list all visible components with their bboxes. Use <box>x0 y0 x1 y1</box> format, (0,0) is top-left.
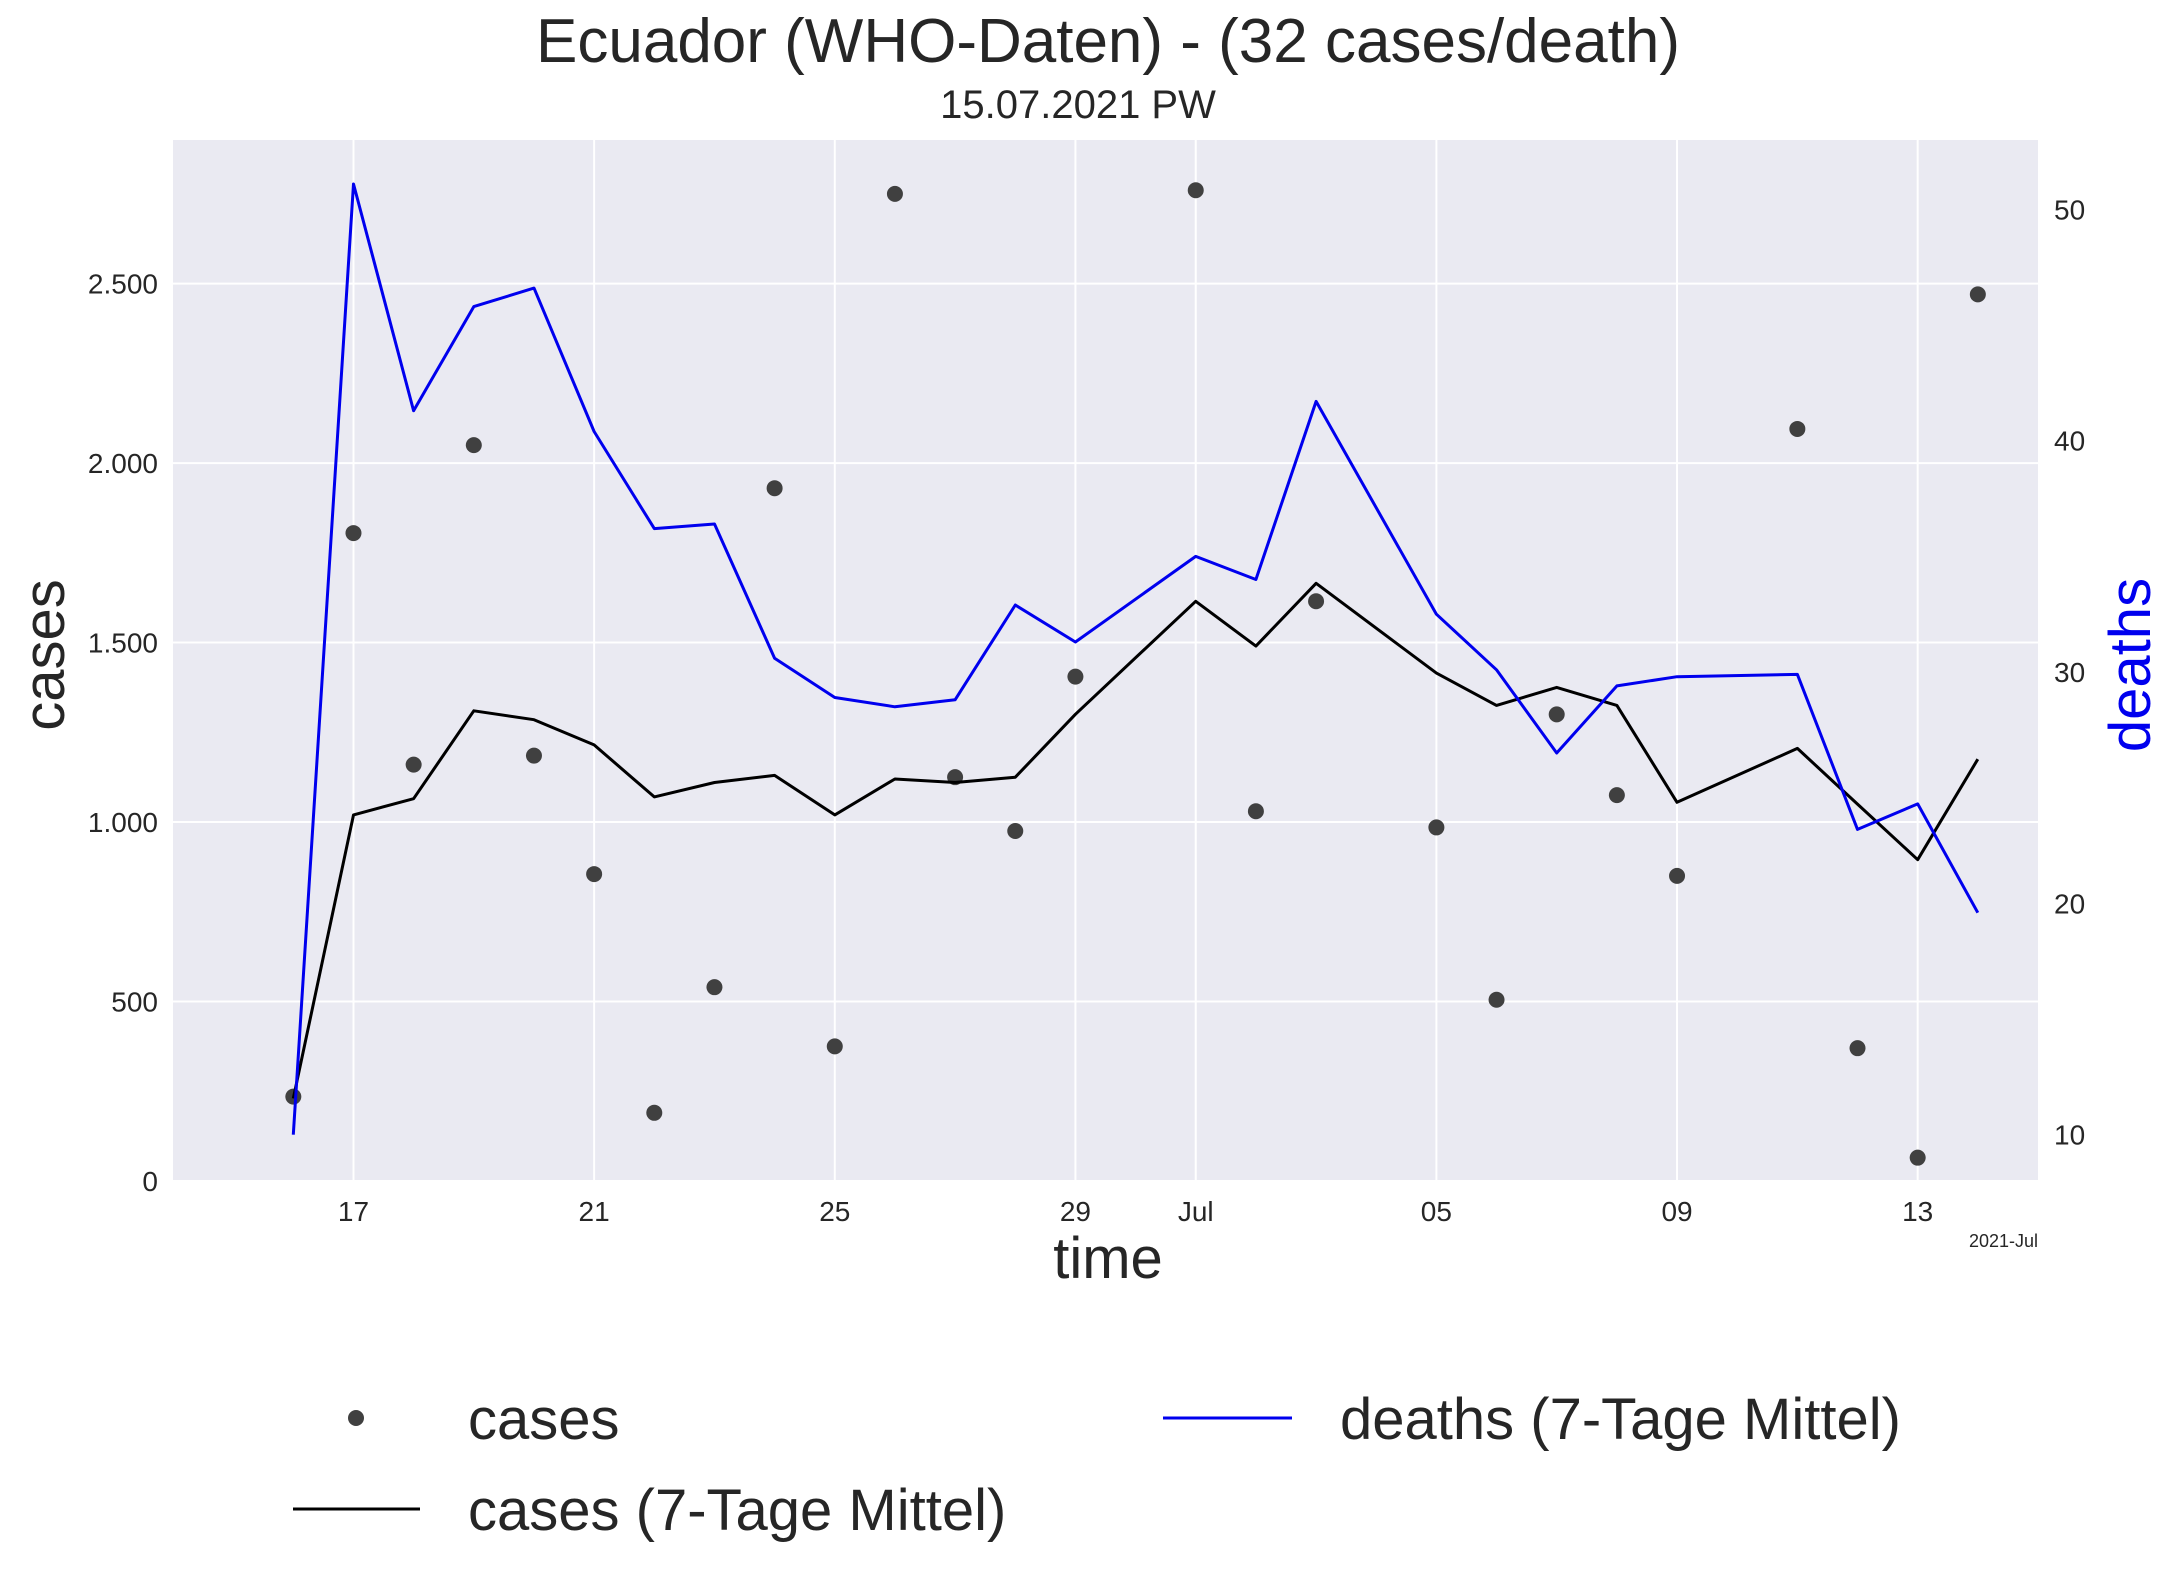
cases-point <box>345 525 362 542</box>
cases-point <box>586 866 603 883</box>
cases-point <box>766 480 783 497</box>
cases-point <box>1789 420 1806 437</box>
y-tick-label: 0 <box>142 1166 158 1197</box>
y-tick-label: 2.500 <box>88 269 158 300</box>
cases-point <box>405 756 422 773</box>
cases-point <box>465 437 482 454</box>
x-tick-label: 25 <box>819 1196 850 1227</box>
chart-title: Ecuador (WHO-Daten) - (32 cases/death) <box>536 7 1680 76</box>
x-tick-label: 17 <box>338 1196 369 1227</box>
y2-axis-label: deaths <box>2098 578 2162 752</box>
x-tick-label: 21 <box>579 1196 610 1227</box>
plot-area <box>173 140 2038 1181</box>
y2-tick-label: 20 <box>2054 888 2085 919</box>
cases-point <box>646 1104 663 1121</box>
x-tick-label: 29 <box>1060 1196 1091 1227</box>
y-axis-label: cases <box>12 579 77 731</box>
x-tick-label: Jul <box>1178 1196 1214 1227</box>
x-axis-label: time <box>1053 1226 1163 1291</box>
x-tick-label: 05 <box>1421 1196 1452 1227</box>
cases-point <box>1849 1040 1866 1057</box>
legend-marker-cases <box>348 1410 364 1426</box>
tick-labels: 17 21 25 29 Jul 05 09 13 0 500 1.000 1.500 2.000 2.50… <box>88 194 2085 1227</box>
legend-label-deaths-avg: deaths (7-Tage Mittel) <box>1340 1387 1901 1452</box>
cases-point <box>1608 787 1625 804</box>
x-tick-label: 13 <box>1902 1196 1933 1227</box>
x-offset-label: 2021-Jul <box>1969 1231 2038 1251</box>
cases-point <box>886 185 903 202</box>
y-tick-label: 500 <box>111 987 158 1018</box>
cases-point <box>1909 1149 1926 1166</box>
cases-point <box>1007 823 1024 840</box>
legend-label-cases: cases <box>468 1387 620 1452</box>
cases-point <box>1187 182 1204 199</box>
series-layer <box>285 182 1986 1166</box>
gridlines <box>173 140 2038 1182</box>
cases-point <box>525 747 542 764</box>
cases-point <box>1969 286 1986 303</box>
y2-tick-label: 30 <box>2054 657 2085 688</box>
y2-tick-label: 10 <box>2054 1120 2085 1151</box>
legend-label-cases-avg: cases (7-Tage Mittel) <box>468 1478 1006 1543</box>
cases-point <box>826 1038 843 1055</box>
chart-subtitle: 15.07.2021 PW <box>940 83 1216 127</box>
deaths-avg-line <box>291 182 1980 1135</box>
x-tick-label: 09 <box>1661 1196 1692 1227</box>
y-tick-label: 2.000 <box>88 448 158 479</box>
cases-point <box>1247 803 1264 820</box>
cases-point <box>706 979 723 996</box>
cases-point <box>1308 593 1325 610</box>
cases-point <box>1488 991 1505 1008</box>
cases-point <box>1669 867 1686 884</box>
y2-tick-label: 50 <box>2054 194 2085 225</box>
y-tick-label: 1.000 <box>88 807 158 838</box>
legend: cases cases (7-Tage Mittel) deaths (7-Ta… <box>293 1387 1901 1543</box>
cases-point <box>1428 819 1445 836</box>
y-tick-label: 1.500 <box>88 628 158 659</box>
cases-avg-line <box>291 581 1980 1099</box>
y2-tick-label: 40 <box>2054 426 2085 457</box>
cases-point <box>1548 706 1565 723</box>
cases-point <box>1067 668 1084 685</box>
